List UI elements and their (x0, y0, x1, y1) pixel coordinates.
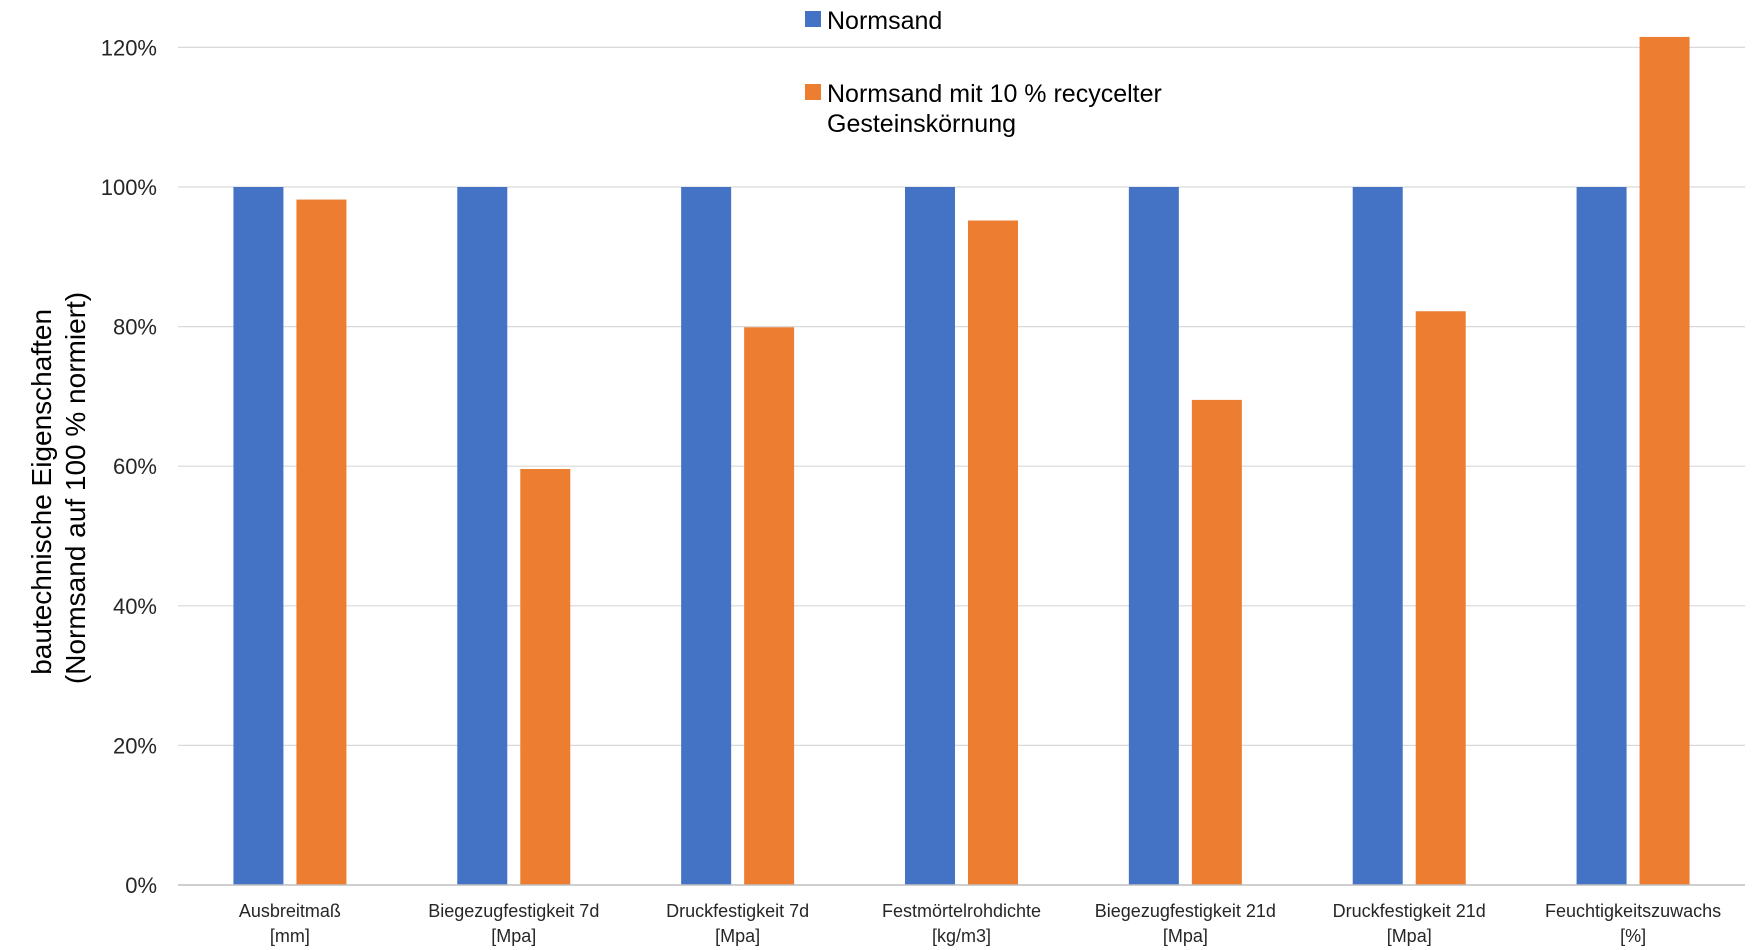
x-category-label-line: Biegezugfestigkeit 21d (1095, 901, 1276, 921)
bar-series-0-cat-3 (905, 187, 955, 885)
y-tick-label: 100% (101, 175, 157, 200)
x-category-label: Biegezugfestigkeit 21d [Mpa] (1095, 901, 1276, 946)
bar-series-0-cat-1 (457, 187, 508, 885)
x-category-label: Feuchtigkeitszuwachs [%] (1545, 901, 1721, 946)
x-category-label-line: Ausbreitmaß (239, 901, 341, 921)
bar-series-0-cat-0 (233, 187, 284, 885)
x-category-label: Festmörtelrohdichte [kg/m3] (882, 901, 1041, 946)
legend-label-normsand: Normsand (827, 7, 942, 35)
gridlines (178, 46, 1745, 747)
legend-swatch-recycled (805, 84, 821, 100)
legend-label-recycled: Normsand mit 10 % recycelter Gesteinskör… (827, 80, 1169, 138)
y-axis-label: bautechnische Eigenschaften (Normsand au… (26, 292, 91, 684)
y-tick-label: 20% (113, 733, 157, 758)
y-axis-label-line-1: bautechnische Eigenschaften (26, 309, 57, 675)
bar-series-0-cat-5 (1352, 187, 1403, 885)
x-category-label: Druckfestigkeit 21d [Mpa] (1333, 901, 1486, 946)
legend-label-recycled-line-1: Normsand mit 10 % recycelter (827, 80, 1162, 108)
x-category-label-line: [Mpa] (1163, 926, 1208, 946)
bar-series-1-cat-0 (296, 199, 347, 886)
x-category-label-line: [kg/m3] (932, 926, 991, 946)
x-category-label-line: Feuchtigkeitszuwachs (1545, 901, 1721, 921)
x-category-label-line: Festmörtelrohdichte (882, 901, 1041, 921)
x-category-label: Ausbreitmaß [mm] (239, 901, 341, 946)
x-category-label-line: [Mpa] (715, 926, 760, 946)
legend: Normsand Normsand mit 10 % recycelter Ge… (805, 7, 1169, 138)
x-category-label-line: Biegezugfestigkeit 7d (428, 901, 599, 921)
legend-swatch-normsand (805, 11, 821, 27)
x-category-label-line: [%] (1620, 926, 1646, 946)
bar-series-1-cat-5 (1415, 311, 1466, 885)
x-category-label-line: [Mpa] (491, 926, 536, 946)
x-category-label-line: Druckfestigkeit 7d (666, 901, 809, 921)
bar-series-1-cat-6 (1639, 36, 1690, 886)
y-tick-label: 120% (101, 35, 157, 60)
legend-label-recycled-line-2: Gesteinskörnung (827, 110, 1016, 138)
x-category-label-line: [mm] (270, 926, 310, 946)
bar-series-1-cat-3 (968, 220, 1018, 885)
bar-series-1-cat-1 (520, 468, 571, 885)
y-tick-label: 80% (113, 315, 157, 340)
bars (233, 36, 1690, 886)
x-category-label: Druckfestigkeit 7d [Mpa] (666, 901, 809, 946)
y-tick-label: 40% (113, 594, 157, 619)
bar-series-0-cat-4 (1128, 187, 1179, 885)
x-axis-categories: Ausbreitmaß [mm] Biegezugfestigkeit 7d [Mpa… (239, 901, 1721, 946)
bar-series-0-cat-6 (1576, 187, 1627, 885)
y-tick-label: 0% (125, 873, 157, 898)
y-axis-ticks: 0% 20% 40% 60% 80% 100% 120% (101, 35, 157, 898)
bar-series-1-cat-2 (744, 327, 795, 886)
y-tick-label: 60% (113, 454, 157, 479)
bar-series-1-cat-4 (1191, 399, 1242, 885)
x-category-label-line: [Mpa] (1387, 926, 1432, 946)
x-category-label: Biegezugfestigkeit 7d [Mpa] (428, 901, 599, 946)
x-category-label-line: Druckfestigkeit 21d (1333, 901, 1486, 921)
bar-series-0-cat-2 (681, 187, 732, 885)
y-axis-label-line-2: (Normsand auf 100 % normiert) (60, 292, 91, 684)
